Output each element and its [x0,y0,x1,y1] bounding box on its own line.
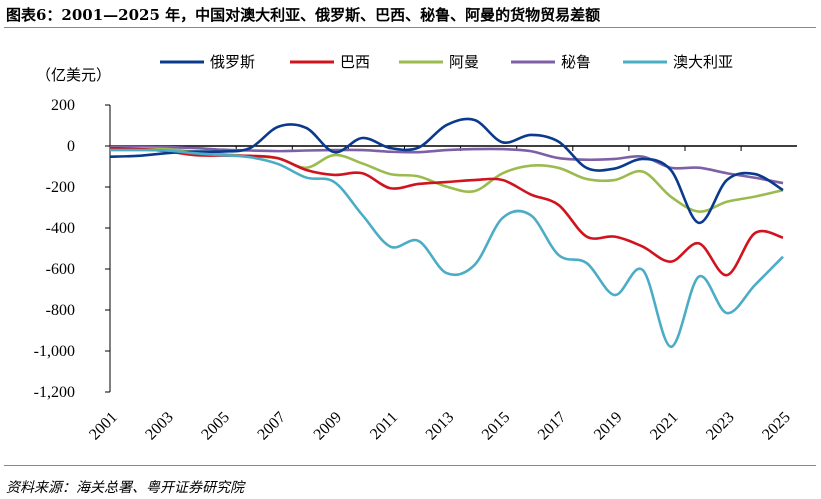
series-line-4 [109,148,784,348]
x-tick-label: 2003 [142,409,177,444]
y-tick-label: -1,000 [34,343,75,360]
x-tick-label: 2011 [367,409,401,443]
y-tick-label: -400 [46,220,75,237]
y-tick-label: -800 [46,302,75,319]
x-tick-label: 2015 [479,409,514,444]
x-tick-label: 2001 [86,409,121,444]
y-tick-label: 200 [51,97,75,114]
x-tick-label: 2023 [703,409,738,444]
y-tick-label: -600 [46,261,75,278]
legend-label: 俄罗斯 [210,53,255,71]
legend-label: 阿曼 [449,53,479,71]
legend-label: 澳大利亚 [673,53,733,71]
source-note: 资料来源：海关总署、粤开证券研究院 [6,480,244,496]
y-axis-unit: （亿美元） [36,66,112,84]
x-tick-label: 2007 [254,409,289,444]
divider [4,465,816,466]
y-tick-label: 0 [67,138,75,155]
y-tick-label: -1,200 [34,384,75,401]
x-tick-label: 2009 [311,409,346,444]
legend-label: 巴西 [340,53,370,71]
x-tick-label: 2021 [647,409,682,444]
series-line-0 [109,117,784,225]
x-tick-label: 2005 [198,409,233,444]
x-tick-label: 2017 [535,409,570,444]
legend-label: 秘鲁 [561,53,591,71]
series-line-3 [109,145,784,185]
divider [4,27,816,28]
x-tick-label: 2013 [423,409,458,444]
x-tick-label: 2025 [759,409,794,444]
chart-title: 图表6：2001—2025 年，中国对澳大利亚、俄罗斯、巴西、秘鲁、阿曼的货物贸… [6,6,601,24]
series-line-2 [109,146,784,213]
x-tick-label: 2019 [591,409,626,444]
y-tick-label: -200 [46,179,75,196]
